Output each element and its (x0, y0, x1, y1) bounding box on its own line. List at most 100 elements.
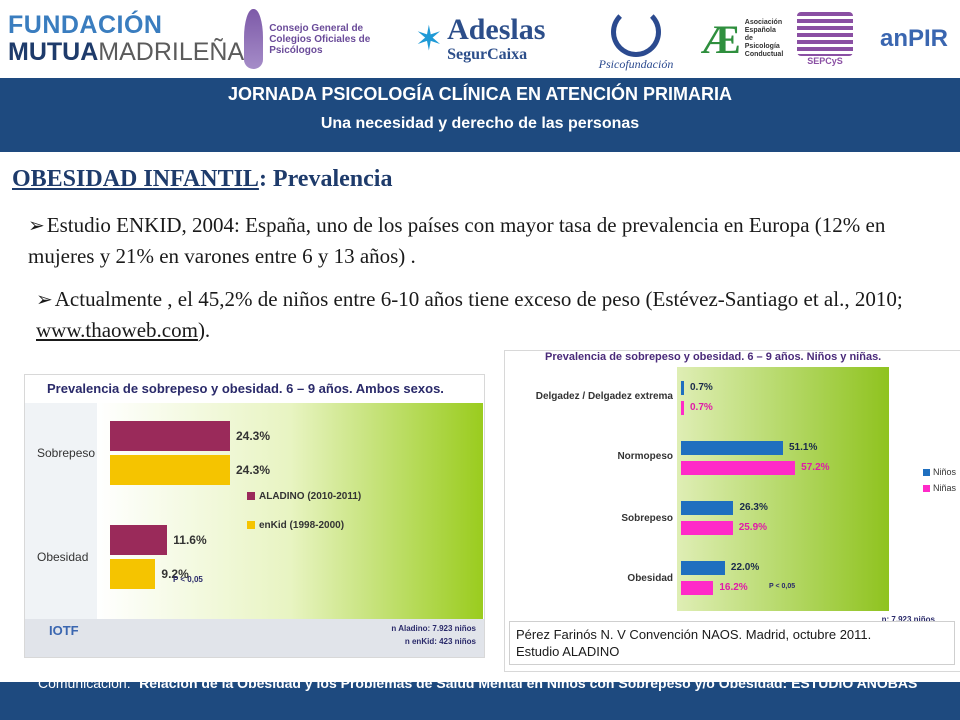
chart2-source-box: Pérez Farinós N. V Convención NAOS. Madr… (509, 621, 955, 665)
chart1-n-aladino: n Aladino: 7.923 niños (391, 624, 476, 633)
chart2-bar-ninos-obesidad (681, 561, 725, 575)
legend-label-ninos: Niños (933, 467, 957, 477)
bullet-arrow-icon: ➢ (28, 215, 45, 237)
anpir-logo-text: anPIR (879, 25, 948, 52)
chart2-value-ninas-delgadez: 0.7% (690, 402, 713, 413)
chart2-bar-ninos-delgadez (681, 381, 684, 395)
psicofundacion-logo-text: Psicofundación (598, 56, 674, 71)
chart1-value-enkid-sobrepeso: 24.3% (236, 463, 271, 477)
aepc-mark-icon: Æ (700, 16, 741, 62)
bullet-actualmente-text: Actualmente , el 45,2% de niños entre 6-… (54, 287, 903, 311)
sepcys-logo: SEPCyS (790, 6, 860, 72)
bullet-actualmente: ➢Actualmente , el 45,2% de niños entre 6… (36, 284, 916, 345)
slide-content: OBESIDAD INFANTIL: Prevalencia ➢Estudio … (0, 152, 960, 682)
bullet-enkid-text: Estudio ENKID, 2004: España, uno de los … (28, 213, 886, 268)
chart1-n-enkid: n enKid: 423 niños (404, 637, 476, 646)
chart1-bar-enkid-sobrepeso (110, 455, 230, 485)
segurcaixa-name: SegurCaixa (447, 46, 528, 63)
footer-title: Relación de la Obesidad y los Problemas … (139, 675, 918, 691)
chart2-value-ninos-normopeso: 51.1% (789, 442, 818, 453)
chart1-bar-aladino-obesidad (110, 525, 168, 555)
chart2-value-ninas-normopeso: 57.2% (801, 462, 830, 473)
slide-title-topic: OBESIDAD INFANTIL (12, 166, 259, 192)
chart2-value-ninas-sobrepeso: 25.9% (738, 522, 768, 533)
chart2-n-value: n: 7.923 niños (881, 615, 935, 624)
fmm-logo-line1: FUNDACIÓN (8, 11, 163, 39)
event-subtitle: Una necesidad y derecho de las personas (320, 115, 640, 132)
chart1-p-value: P < 0,05 (173, 575, 203, 584)
bullet-arrow-icon: ➢ (36, 289, 53, 311)
cgcop-logo: Consejo General de Colegios Oficiales de… (244, 6, 380, 72)
chart2-title: Prevalencia de sobrepeso y obesidad. 6 –… (545, 351, 882, 363)
star-icon: ✶ (414, 20, 444, 58)
cgcop-figure-icon (244, 9, 264, 69)
chart2-bar-ninas-sobrepeso (681, 521, 733, 535)
chart-ninos-ninas: Prevalencia de sobrepeso y obesidad. 6 –… (504, 350, 960, 672)
source-line-2: Estudio ALADINO (516, 644, 620, 659)
chart1-category-panel (25, 403, 97, 641)
legend-swatch (247, 492, 255, 501)
chart1-title: Prevalencia de sobrepeso y obesidad. 6 –… (47, 381, 444, 396)
fmm-logo-mutua: MUTUA (8, 38, 99, 66)
thaoweb-link[interactable]: www.thaoweb.com (36, 318, 198, 342)
chart2-bar-ninas-obesidad (681, 581, 714, 595)
chart2-bar-ninos-normopeso (681, 441, 783, 455)
chart1-value-aladino-sobrepeso: 24.3% (236, 429, 271, 443)
logo-bar: FUNDACIÓN MUTUAMADRILEÑA Consejo General… (0, 0, 960, 78)
chart1-bar-aladino-sobrepeso (110, 421, 230, 451)
legend-swatch (923, 485, 930, 493)
anpir-logo: anPIR (872, 6, 956, 72)
chart2-value-ninas-obesidad: 16.2% (719, 582, 748, 593)
chart1-value-aladino-obesidad: 11.6% (173, 533, 207, 547)
slide-title-rest: : Prevalencia (258, 166, 393, 192)
chart2-p-value: P < 0,05 (769, 583, 796, 590)
chart2-bar-ninas-normopeso (681, 461, 796, 475)
sepcys-logo-text: SEPCyS (807, 56, 843, 66)
chart1-legend-aladino: ALADINO (2010-2011) (247, 491, 361, 502)
adeslas-name: Adeslas (447, 13, 546, 46)
source-line-1: Pérez Farinós N. V Convención NAOS. Madr… (516, 627, 872, 642)
slide-title: OBESIDAD INFANTIL: Prevalencia (12, 166, 392, 193)
chart2-category-sobrepeso: Sobrepeso (621, 513, 673, 524)
footer-suffix: ” (917, 675, 923, 691)
chart1-legend-enkid: enKid (1998-2000) (247, 520, 344, 531)
legend-swatch (247, 521, 255, 530)
fundacion-mutua-madrilena-logo: FUNDACIÓN MUTUAMADRILEÑA (8, 6, 244, 72)
sepcys-mark-icon (797, 12, 853, 56)
chart1-value-enkid-obesidad: 9.2% (161, 567, 189, 581)
chart2-bar-ninas-delgadez (681, 401, 684, 415)
chart2-value-ninos-obesidad: 22.0% (730, 562, 760, 573)
event-title: JORNADA PSICOLOGÍA CLÍNICA EN ATENCIÓN P… (227, 84, 732, 104)
chart1-category-obesidad: Obesidad (37, 550, 89, 564)
adeslas-logo: ✶ Adeslas SegurCaixa (400, 6, 560, 72)
bullet-enkid: ➢Estudio ENKID, 2004: España, uno de los… (28, 210, 948, 271)
legend-label-aladino: ALADINO (2010-2011) (259, 491, 362, 502)
chart2-value-ninos-delgadez: 0.7% (690, 382, 713, 393)
aepc-logo-text: Asociación Española de Psicología Conduc… (744, 19, 784, 58)
chart1-bar-enkid-obesidad (110, 559, 156, 589)
chart2-bar-ninos-sobrepeso (681, 501, 734, 515)
legend-label-enkid: enKid (1998-2000) (259, 520, 345, 531)
legend-swatch (923, 469, 930, 477)
chart1-iotf-label: IOTF (49, 623, 79, 638)
psicofundacion-logo: Psicofundación (586, 6, 686, 72)
fmm-logo-line2: MUTUAMADRILEÑA (8, 39, 244, 66)
chart2-category-delgadez: Delgadez / Delgadez extrema (535, 391, 673, 402)
cgcop-logo-text: Consejo General de Colegios Oficiales de… (269, 22, 371, 56)
chart2-legend-ninas: Niñas (923, 483, 956, 493)
aepc-logo: Æ Asociación Española de Psicología Cond… (700, 6, 784, 72)
psicofundacion-symbol-icon (611, 6, 661, 57)
chart2-category-obesidad: Obesidad (627, 573, 673, 584)
bullet-actualmente-end: ). (197, 318, 211, 342)
chart2-legend-ninos: Niños (923, 467, 956, 477)
chart2-value-ninos-sobrepeso: 26.3% (739, 502, 768, 513)
legend-label-ninas: Niñas (933, 483, 957, 493)
chart-ambos-sexos: Prevalencia de sobrepeso y obesidad. 6 –… (24, 374, 485, 658)
adeslas-logo-text: Adeslas SegurCaixa (447, 14, 545, 64)
chart1-category-sobrepeso: Sobrepeso (37, 446, 96, 460)
fmm-logo-madrilena: MADRILEÑA (98, 38, 245, 66)
chart1-footer (25, 619, 484, 657)
chart2-category-normopeso: Normopeso (617, 451, 673, 462)
footer-prefix: Comunicación: “ (37, 675, 140, 691)
footer-communication: Comunicación: “Relación de la Obesidad y… (0, 674, 960, 692)
